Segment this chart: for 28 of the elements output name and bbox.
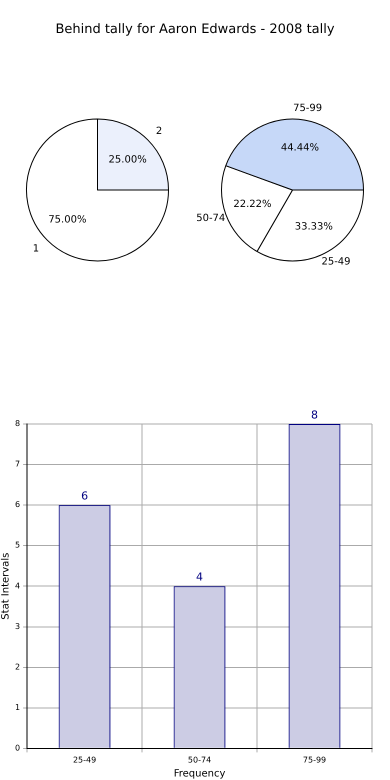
x-tick-label: 75-99	[302, 755, 326, 764]
y-tick-label: 3	[14, 622, 20, 631]
data-label: 25.00%	[108, 154, 147, 166]
slice-label: 25-49	[321, 256, 351, 268]
y-tick-label: 7	[14, 460, 20, 469]
data-label: 4	[196, 570, 204, 584]
slice-label: 75-99	[293, 102, 322, 114]
data-label: 44.44%	[280, 142, 319, 154]
x-axis-title: Frequency	[174, 768, 226, 780]
y-axis-title: Stat Intervals	[0, 552, 12, 620]
y-tick-label: 0	[14, 743, 20, 752]
x-tick-label: 50-74	[188, 755, 212, 764]
data-label: 75.00%	[48, 214, 86, 226]
y-tick-label: 2	[14, 662, 20, 672]
y-tick-label: 8	[14, 419, 20, 428]
data-label: 8	[311, 408, 318, 422]
slice-label: 2	[156, 126, 162, 137]
data-label: 33.33%	[294, 221, 333, 232]
data-label: 6	[81, 489, 88, 502]
y-tick-label: 1	[14, 702, 20, 712]
slice-label: 50-74	[196, 212, 226, 224]
y-tick-label: 6	[14, 500, 20, 510]
text: Behind tally for Aaron Edwards - 2008 tally	[54, 21, 336, 39]
y-tick-label: 5	[14, 540, 20, 550]
data-label: 22.22%	[233, 199, 272, 210]
slice-label: 1	[32, 243, 40, 254]
y-tick-label: 4	[14, 581, 20, 590]
x-tick-label: 25-49	[72, 755, 96, 764]
